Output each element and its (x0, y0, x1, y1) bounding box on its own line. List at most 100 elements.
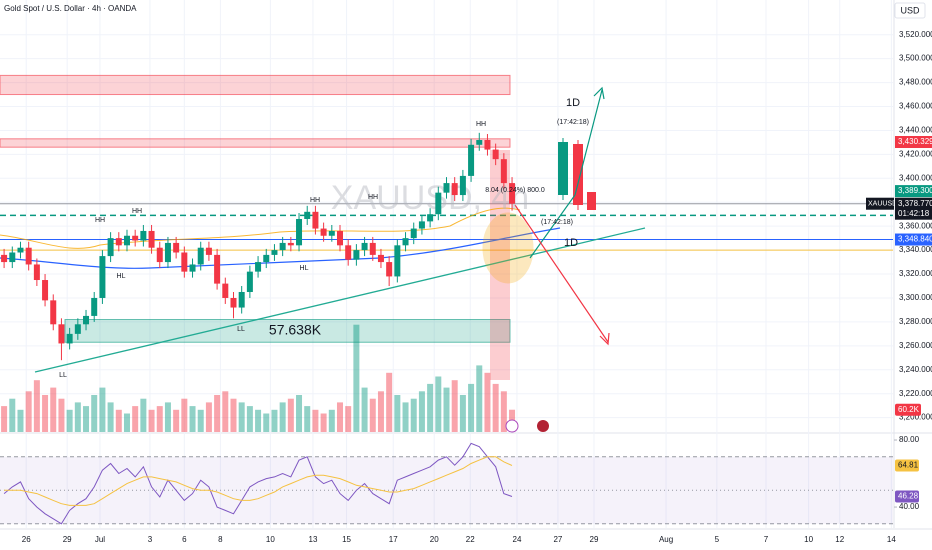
price-label: 3,389.300 (898, 186, 932, 195)
event-icon[interactable] (537, 420, 549, 432)
candle-body (468, 144, 475, 176)
candle-body (377, 254, 384, 263)
zone-label: 57.638K (269, 322, 322, 338)
volume-bar (476, 365, 483, 432)
candle-body (386, 262, 393, 277)
candle-body (320, 228, 327, 236)
volume-bar (58, 398, 65, 432)
arrow-down (514, 204, 610, 346)
candle-body (255, 262, 262, 272)
volume-bar (361, 387, 368, 432)
x-tick-label: 20 (430, 535, 439, 544)
candle-body (361, 242, 368, 251)
price-label-box (895, 185, 932, 198)
candle-body (222, 283, 229, 298)
x-tick-label: Aug (659, 535, 673, 544)
volume-bar (1, 406, 8, 432)
y-tick-label: 80.00 (899, 435, 920, 444)
candle-body (123, 235, 130, 246)
y-tick-label: 3,480.000 (899, 78, 932, 87)
chart-title: Gold Spot / U.S. Dollar · 4h · OANDA (4, 4, 137, 13)
price-label: 3,378.770 (898, 199, 932, 208)
candle-body (427, 214, 434, 222)
trendline (34, 227, 646, 373)
rsi-line (4, 456, 513, 506)
volume-bar (132, 406, 139, 432)
x-tick-label: 26 (22, 535, 31, 544)
volume-bar (287, 398, 294, 432)
candle-body (336, 230, 343, 246)
volume-bar (189, 406, 196, 432)
countdown-label: 01:42:18 (898, 209, 930, 218)
volume-bar (336, 402, 343, 432)
candle-body (156, 247, 163, 263)
y-tick-label: 3,500.000 (899, 54, 932, 63)
y-tick-label: 3,240.000 (899, 365, 932, 374)
x-tick-label: 8 (218, 535, 223, 544)
candle-body (164, 242, 171, 263)
volume-bar (451, 380, 458, 432)
volume-bar (255, 409, 262, 432)
candle-body (304, 211, 311, 219)
annotation: HH (476, 121, 486, 128)
annotation: 1D (564, 237, 578, 249)
x-tick-label: 14 (887, 535, 896, 544)
y-tick-label: 3,340.000 (899, 245, 932, 254)
candle-body (1, 254, 8, 263)
volume-bar (427, 383, 434, 432)
volume-bar (246, 406, 253, 432)
event-icon[interactable] (505, 419, 519, 433)
candle-body (279, 242, 286, 251)
candle-body (476, 140, 483, 145)
x-tick-label: 22 (466, 535, 475, 544)
y-tick-label: 3,220.000 (899, 389, 932, 398)
candle-body (402, 238, 409, 246)
annotation: HH (132, 208, 142, 215)
volume-bar (369, 398, 376, 432)
annotation: LL (237, 326, 245, 333)
candle-body (394, 245, 401, 277)
annotation: HH (95, 217, 105, 224)
candle-body (197, 247, 204, 265)
rsi-value-label: 46.28 (898, 492, 919, 501)
candle-body (83, 315, 90, 325)
annotation: 1D (566, 97, 580, 109)
currency-box[interactable] (894, 2, 926, 19)
candle-body (435, 192, 442, 215)
volume-bar (156, 406, 163, 432)
candle-body (246, 271, 253, 292)
volume-bar (17, 409, 24, 432)
candle-body (9, 252, 16, 263)
candle-body (410, 228, 417, 239)
annotation: (17:42:18) (557, 119, 589, 126)
volume-bar (263, 413, 270, 432)
annotation: (17:42:18) (541, 219, 573, 226)
candle-body (345, 245, 352, 260)
volume-bar (386, 372, 393, 432)
volume-bar (66, 409, 73, 432)
x-tick-label: 10 (266, 535, 275, 544)
y-tick-label: 3,420.000 (899, 149, 932, 158)
candle-body (99, 256, 106, 298)
volume-bar (484, 372, 491, 432)
volume-bar (312, 409, 319, 432)
price-label-box (895, 197, 932, 220)
candle-body (58, 324, 65, 344)
price-label-box (895, 233, 932, 246)
volume-bar (459, 395, 466, 432)
volume-bar (9, 398, 16, 432)
zone (0, 74, 511, 96)
arrow-up (529, 86, 605, 259)
candle-body (33, 264, 40, 281)
volume-bar (50, 387, 57, 432)
volume-bar (222, 391, 229, 432)
x-tick-label: 10 (804, 535, 813, 544)
highlight-box (490, 150, 510, 380)
x-tick-label: Jul (95, 535, 105, 544)
volume-bar (377, 391, 384, 432)
candle-body (173, 242, 180, 253)
rsi-line (3, 442, 513, 525)
y-tick-label: 3,260.000 (899, 341, 932, 350)
